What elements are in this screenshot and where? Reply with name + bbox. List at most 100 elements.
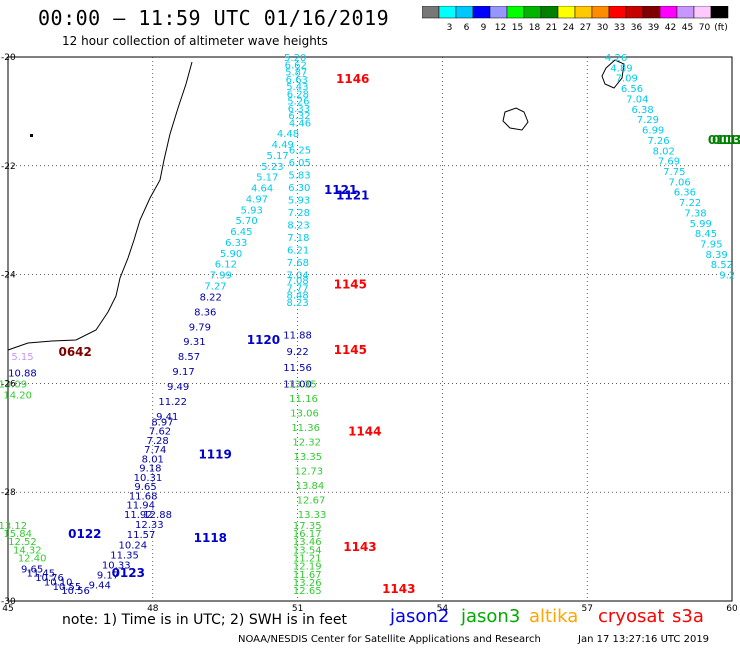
wave-height-value: 4.89 — [610, 63, 632, 74]
satellite-label-jason2: jason2 — [390, 606, 450, 627]
mauritius-island — [601, 59, 625, 89]
wave-height-value: 13.46 — [293, 537, 322, 548]
satellite-label-cryosat: cryosat — [598, 606, 665, 627]
wave-height-value: 6.25 — [289, 145, 311, 156]
wave-height-value: 7.95 — [700, 240, 722, 251]
wave-height-value: 6.33 — [288, 104, 310, 115]
wave-height-value: 8.48 — [286, 291, 308, 302]
wave-height-value: 12.40 — [18, 553, 47, 564]
wave-height-value: 11.92 — [124, 510, 153, 521]
colorbar-tick-label: 3 — [447, 23, 453, 33]
credit-line: NOAA/NESDIS Center for Satellite Applica… — [238, 634, 541, 645]
coastline — [7, 59, 625, 351]
latitude-tick-label: -28 — [1, 488, 16, 498]
wave-height-value: 7.28 — [288, 208, 310, 219]
wave-height-value: 10.76 — [35, 573, 64, 584]
wave-height-value: 15.84 — [3, 529, 32, 540]
colorbar-tick-label: 21 — [546, 23, 557, 33]
pass-time-label: 1121 — [324, 183, 357, 197]
longitude-tick-label: 48 — [147, 604, 159, 614]
satellite-label-s3a: s3a — [672, 606, 704, 627]
wave-height-value: 8.39 — [705, 250, 727, 261]
wave-height-value: 12.19 — [293, 562, 322, 573]
pass-time-label: 1145 — [334, 343, 367, 357]
colorbar-tick-label: 36 — [631, 23, 643, 33]
wave-height-value: 12.33 — [135, 520, 164, 531]
wave-height-value: 5.93 — [288, 196, 310, 207]
satellite-label-jason3: jason3 — [461, 606, 521, 627]
pass-time-label: 1144 — [348, 425, 381, 439]
page-subtitle: 12 hour collection of altimeter wave hei… — [62, 34, 328, 48]
wave-height-value: 6.12 — [215, 260, 237, 271]
wave-height-value: 9.44 — [89, 581, 111, 592]
wave-height-value: 9.17 — [172, 367, 194, 378]
pass-time-label: 0113 — [708, 133, 740, 147]
wave-height-value: 6.05 — [289, 158, 311, 169]
wave-height-value: 5.83 — [288, 171, 310, 182]
wave-height-value: 7.09 — [616, 74, 638, 85]
wave-height-value: 11.36 — [291, 423, 320, 434]
wave-height-value: 11.88 — [283, 330, 312, 341]
wave-height-value: 6.38 — [631, 105, 653, 116]
wave-height-value: 5.20 — [284, 53, 306, 64]
wave-height-value: 11.35 — [110, 550, 139, 561]
wave-height-value: 13.26 — [293, 578, 322, 589]
wave-height-value: 11.21 — [293, 553, 322, 564]
pass-time-label: 1145 — [334, 278, 367, 292]
wave-height-value: 12.65 — [293, 586, 322, 597]
wave-height-value: 12.88 — [143, 510, 172, 521]
wave-height-value: 8.45 — [695, 229, 717, 240]
wave-height-value: 8.97 — [151, 417, 173, 428]
wave-height-value: 4.46 — [289, 118, 311, 129]
wave-height-value: 7.38 — [684, 208, 706, 219]
wave-height-value: 7.06 — [668, 177, 690, 188]
pass-time-label: 1120 — [247, 333, 280, 347]
colorbar-tick-label: 33 — [614, 23, 625, 33]
satellite-label-altika: altika — [529, 606, 579, 627]
latitude-tick-label: -24 — [1, 271, 16, 281]
wave-height-value: 10.55 — [53, 582, 82, 593]
wave-height-value: 12.67 — [297, 495, 326, 506]
wave-height-value: 8.02 — [653, 146, 675, 157]
wave-height-value: 7.29 — [637, 115, 659, 126]
wave-height-value: 9.18 — [139, 464, 161, 475]
longitude-tick-label: 60 — [726, 604, 738, 614]
colorbar-tick-label: 12 — [495, 23, 506, 33]
wave-height-value: 13.35 — [288, 379, 317, 390]
wave-height-value: 13.12 — [0, 521, 27, 532]
wave-height-value: 8.23 — [286, 298, 308, 309]
wave-height-value: 4.26 — [605, 53, 627, 64]
wave-height-value: 5.15 — [11, 352, 33, 363]
wave-height-value: 5.23 — [261, 162, 283, 173]
wave-height-value: 6.56 — [621, 84, 643, 95]
longitude-tick-label: 54 — [437, 604, 449, 614]
pass-time-label: 0122 — [68, 527, 101, 541]
colorbar-tick-label: 24 — [563, 23, 575, 33]
wave-height-value: 6.63 — [286, 75, 308, 86]
latitude-tick-label: -26 — [1, 379, 16, 389]
colorbar-tick-label: 39 — [648, 23, 660, 33]
wave-height-value: 10.56 — [61, 586, 90, 597]
pass-time-label: 0123 — [112, 566, 145, 580]
wave-height-value: 8.52 — [711, 260, 733, 271]
axis-labels: 45 48 51 54 57 60 -20 -22 -24 -26 -28 -30 — [1, 53, 738, 614]
latitude-tick-label: -30 — [1, 597, 16, 607]
wave-height-value: 7.22 — [679, 198, 701, 209]
wave-height-value: 7.18 — [287, 233, 309, 244]
wave-height-value: 5.43 — [286, 82, 308, 93]
wave-height-value: 9.17 — [97, 571, 119, 582]
wave-height-value: 17.35 — [293, 521, 322, 532]
colorbar-tick-label: 42 — [665, 23, 676, 33]
colorbar-tick-label: 45 — [682, 23, 693, 33]
latitude-tick-label: -22 — [1, 162, 16, 172]
wave-height-value: 5.93 — [241, 205, 263, 216]
map-grid — [7, 56, 733, 602]
pass-time-label: 1143 — [382, 582, 415, 596]
wave-height-value: 5.17 — [266, 151, 288, 162]
wave-height-value: 9.65 — [21, 564, 43, 575]
colorbar-tick-label: 6 — [464, 23, 470, 33]
colorbar-unit: (ft) — [714, 23, 728, 33]
wave-height-value: 10.88 — [8, 369, 37, 380]
wave-height-value: 13.06 — [290, 408, 319, 419]
